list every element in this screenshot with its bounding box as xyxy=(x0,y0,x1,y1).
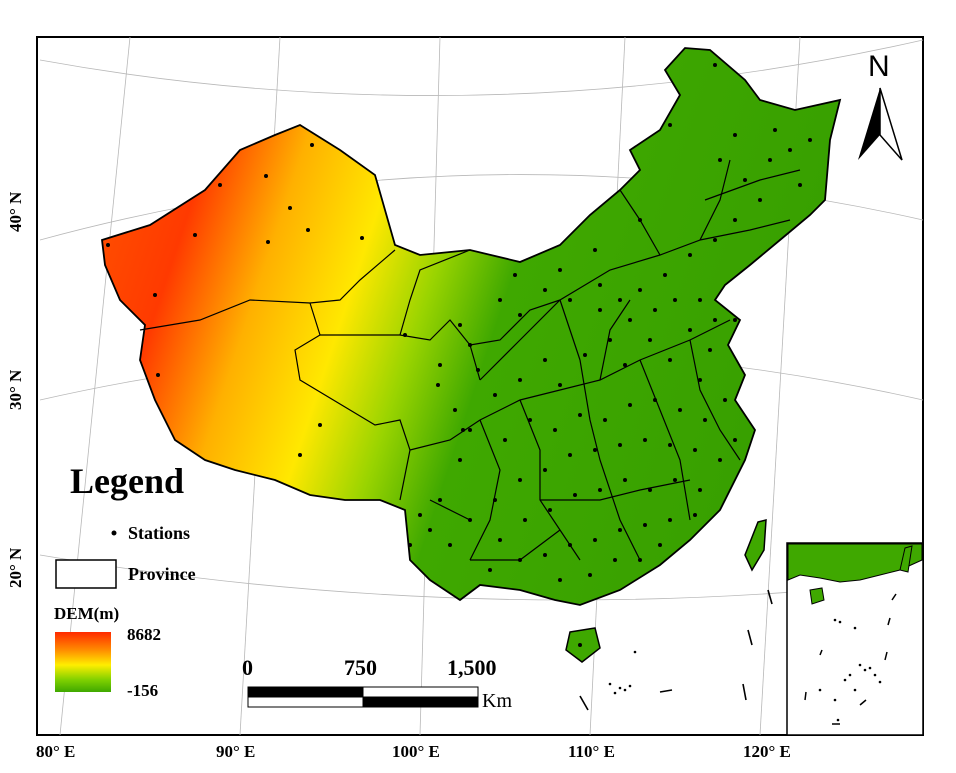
lon-label-110: 110° E xyxy=(568,742,615,761)
scale-tick-1500: 1,500 xyxy=(447,655,497,680)
lon-label-120: 120° E xyxy=(743,742,791,761)
scale-tick-750: 750 xyxy=(344,655,377,680)
legend-stations-label: Stations xyxy=(128,523,191,543)
lon-label-90: 90° E xyxy=(216,742,256,761)
province-boundaries xyxy=(139,159,801,561)
legend-province-symbol xyxy=(55,559,117,589)
legend-province-label: Province xyxy=(128,564,196,584)
north-arrow-icon xyxy=(858,87,903,161)
lat-label-30: 30° N xyxy=(6,369,25,410)
legend-station-symbol xyxy=(111,530,117,536)
lat-label-40: 40° N xyxy=(6,191,25,232)
north-label: N xyxy=(868,50,890,83)
hainan-island xyxy=(565,627,601,663)
scale-unit: Km xyxy=(482,690,512,712)
lat-label-20: 20° N xyxy=(6,547,25,588)
dem-title: DEM(m) xyxy=(54,604,120,623)
dem-min-value: -156 xyxy=(127,681,159,700)
scale-tick-0: 0 xyxy=(242,655,253,680)
dem-max-value: 8682 xyxy=(127,625,161,644)
lon-label-100: 100° E xyxy=(392,742,440,761)
china-terrain xyxy=(101,47,842,606)
lon-label-80: 80° E xyxy=(36,742,76,761)
south-china-sea-inset xyxy=(786,542,924,736)
dem-color-ramp xyxy=(55,632,111,692)
station-points xyxy=(106,63,812,647)
scale-bar xyxy=(247,686,479,708)
small-islands xyxy=(608,650,637,695)
taiwan-island xyxy=(744,519,767,572)
legend-title: Legend xyxy=(70,461,185,501)
south-sea-dashes xyxy=(579,589,773,711)
